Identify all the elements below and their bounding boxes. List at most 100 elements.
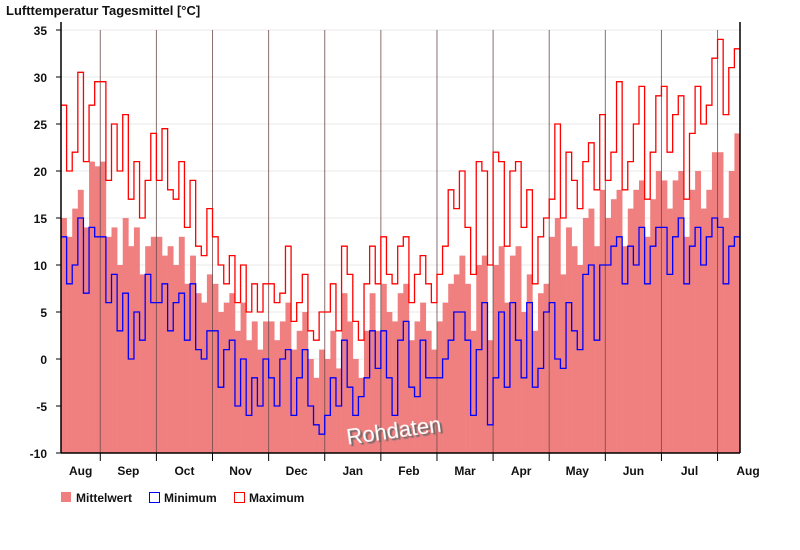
x-tick-label: Mar (454, 464, 476, 478)
mean-bar (448, 283, 455, 453)
mean-bar (616, 189, 623, 454)
x-tick-label: Apr (511, 464, 532, 478)
x-tick-label: Dec (286, 464, 308, 478)
mean-bar (414, 321, 421, 453)
mean-bar (515, 246, 522, 453)
mean-bar (532, 330, 539, 453)
y-tick-label: 30 (34, 71, 48, 85)
minimum-line (61, 217, 740, 435)
mean-bar (723, 218, 730, 453)
mean-bar (201, 302, 208, 453)
mean-bar (420, 302, 427, 453)
mean-bar (352, 359, 359, 453)
mean-bar (610, 199, 617, 453)
mean-bar (728, 171, 735, 453)
mean-bar (296, 330, 303, 453)
mean-bar (481, 255, 488, 453)
mean-bar (105, 236, 112, 453)
mean-bar (330, 330, 337, 453)
mean-bar (436, 321, 443, 453)
legend-label: Mittelwert (76, 491, 132, 505)
mean-bar (139, 274, 146, 453)
mean-bar (335, 368, 342, 453)
mean-bar (504, 302, 511, 453)
y-tick-label: -10 (30, 447, 48, 461)
mean-bar (633, 189, 640, 454)
mean-bar (122, 218, 129, 453)
mean-bar (319, 349, 326, 453)
mean-bar (678, 171, 685, 453)
x-tick-label: Aug (69, 464, 92, 478)
mean-bar (476, 265, 483, 453)
mean-bar (700, 208, 707, 453)
mean-bar (291, 349, 297, 453)
mean-bar (627, 208, 634, 453)
x-tick-label: Sep (117, 464, 139, 478)
mean-bar (543, 283, 550, 453)
legend-item-minimum: Minimum (149, 491, 217, 505)
y-tick-label: 20 (34, 165, 48, 179)
mean-bar (375, 330, 382, 453)
mean-bar (162, 255, 168, 453)
legend-item-maximum: Maximum (234, 491, 304, 505)
mean-bar (431, 349, 438, 453)
mean-bar (128, 246, 135, 453)
mean-bar (667, 208, 673, 453)
y-tick-label: 35 (34, 24, 48, 38)
mean-bar (571, 246, 578, 453)
mean-bar (223, 302, 230, 453)
x-tick-label: Feb (398, 464, 419, 478)
mean-bar (358, 377, 365, 453)
x-tick-label: Jul (681, 464, 698, 478)
mean-bar (560, 274, 567, 453)
y-tick-label: 15 (34, 212, 48, 226)
mean-bar (442, 302, 449, 453)
mean-bar (212, 283, 219, 453)
mean-bar (234, 330, 241, 453)
mean-bar (364, 330, 370, 453)
mean-bar (644, 236, 651, 453)
x-tick-label: Nov (229, 464, 252, 478)
mean-bar (173, 265, 180, 453)
mean-bar (622, 246, 629, 453)
mean-bar (470, 330, 477, 453)
x-tick-label: Jun (623, 464, 644, 478)
mean-bar (605, 218, 612, 453)
mean-bar (145, 246, 152, 453)
mean-bar (167, 246, 174, 453)
mean-bar (577, 265, 584, 453)
mean-bar (493, 265, 500, 453)
mean-bar (190, 255, 196, 453)
mean-bar (521, 312, 528, 453)
y-tick-label: 25 (34, 118, 48, 132)
mean-bar (117, 265, 124, 453)
mean-bar (599, 189, 606, 454)
mean-bar (302, 312, 309, 453)
mean-bar (408, 340, 415, 453)
mean-bar (66, 236, 73, 453)
mean-bar (156, 236, 163, 453)
mean-bar (72, 208, 79, 453)
x-tick-label: Jan (342, 464, 363, 478)
mean-bar (537, 293, 544, 453)
mean-bar (150, 236, 157, 453)
legend-item-mittelwert: Mittelwert (61, 491, 132, 505)
mean-bar (77, 189, 84, 454)
mean-bar (498, 246, 505, 453)
mean-bar (650, 199, 657, 453)
mean-bar (695, 171, 702, 453)
mean-bar (397, 293, 404, 453)
y-tick-label: -5 (36, 400, 47, 414)
mean-bar (257, 349, 264, 453)
y-tick-label: 10 (34, 259, 48, 273)
mean-bar (386, 312, 393, 453)
mean-bar (425, 330, 432, 453)
mean-bar (672, 180, 679, 453)
mean-bar (465, 283, 471, 453)
mean-bar (453, 274, 460, 453)
mean-bar (717, 152, 724, 453)
mean-bar (274, 340, 281, 453)
mean-bar (549, 236, 556, 453)
mean-bar (133, 227, 140, 453)
